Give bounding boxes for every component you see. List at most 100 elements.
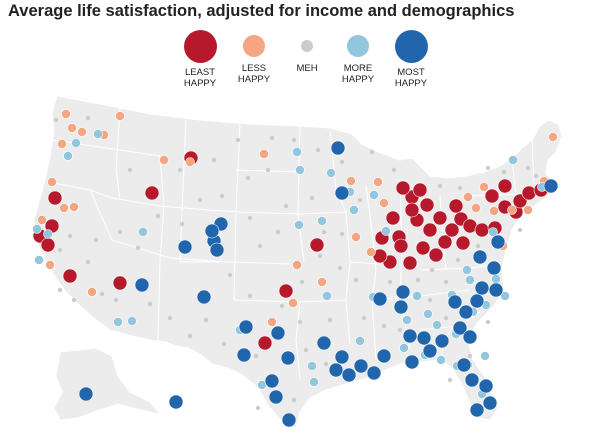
city-dot-most-happy [177,239,193,255]
city-dot-least-happy [309,237,325,253]
city-dot-most-happy [478,378,494,394]
city-dot-most-happy [238,319,254,335]
city-dot-meh [127,167,133,173]
city-dot-meh [467,353,473,359]
city-dot-less-happy [479,182,489,192]
city-dot-meh [257,243,263,249]
city-dot-most-happy [366,365,382,381]
city-dot-meh [187,333,193,339]
city-dot-least-happy [484,188,500,204]
city-dot-more-happy [355,336,365,346]
city-dot-least-happy [385,210,401,226]
city-dot-meh [93,237,99,243]
city-dot-more-happy [322,291,332,301]
city-dot-meh [297,319,303,325]
city-dot-meh [369,149,375,155]
city-dot-more-happy [294,220,304,230]
city-dot-least-happy [432,210,448,226]
legend-label-most-happy: MOST HAPPY [394,67,428,89]
city-dot-less-happy [292,260,302,270]
city-dot-more-happy [349,205,359,215]
city-dot-more-happy [465,275,475,285]
city-dot-most-happy [402,328,418,344]
city-dot-meh [427,297,433,303]
city-dot-less-happy [317,277,327,287]
city-dot-meh [339,231,345,237]
legend-item-more-happy: MORE HAPPY [326,30,390,85]
city-dot-meh [517,227,523,233]
city-dot-least-happy [412,182,428,198]
city-dot-most-happy [486,260,502,276]
city-dot-meh [337,265,343,271]
legend-label-less-happy: LESS HAPPY [237,63,271,85]
city-dot-meh [99,291,105,297]
state-border [180,261,291,265]
city-dot-least-happy [393,238,409,254]
city-dot-least-happy [112,275,128,291]
city-dot-meh [291,137,297,143]
legend-circle-less-happy [243,35,265,57]
legend-label-more-happy: MORE HAPPY [341,63,375,85]
city-dot-least-happy [474,222,490,238]
city-dot-meh [485,319,491,325]
city-dot-most-happy [134,277,150,293]
city-dot-meh [85,259,91,265]
city-dot-less-happy [288,298,298,308]
state-border [89,189,241,213]
city-dot-least-happy [47,190,63,206]
city-dot-less-happy [351,232,361,242]
city-dot-most-happy [264,373,280,389]
city-dot-more-happy [500,291,510,301]
city-dot-meh [357,197,363,203]
city-dot-meh [57,247,63,253]
city-dot-meh [447,377,453,383]
city-dot-more-happy [63,151,73,161]
city-dot-least-happy [62,268,78,284]
state-border [371,299,377,361]
city-dot-meh [525,165,531,171]
legend-circle-most-happy [394,30,428,63]
city-dots [32,109,559,428]
city-dot-most-happy [281,412,297,428]
city-dot-meh [85,115,91,121]
city-dot-more-happy [93,129,103,139]
state-border [345,299,351,345]
city-dot-meh [283,203,289,209]
city-dot-meh [381,323,387,329]
city-dot-least-happy [257,335,273,351]
city-dot-meh [321,229,327,235]
city-dot-meh [113,297,119,303]
city-dot-least-happy [422,222,438,238]
city-dot-least-happy [419,197,435,213]
city-dot-least-happy [428,247,444,263]
city-dot-meh [227,272,233,278]
city-dot-meh [361,315,367,321]
city-dot-meh [269,135,275,141]
legend-label-meh: MEH [296,63,318,74]
city-dot-meh [155,213,161,219]
city-dot-least-happy [144,185,160,201]
city-dot-less-happy [523,205,533,215]
city-dot-meh [279,303,285,309]
city-dot-most-happy [488,282,504,298]
city-dot-meh [443,315,449,321]
city-dot-less-happy [463,192,473,202]
city-dot-meh [299,279,305,285]
city-dot-most-happy [330,140,346,156]
city-dot-meh [501,169,507,175]
city-dot-most-happy [474,280,490,296]
city-dot-less-happy [77,127,87,137]
city-dot-least-happy [521,185,537,201]
city-dot-less-happy [507,205,517,215]
city-dot-less-happy [471,203,481,213]
city-dot-most-happy [270,325,286,341]
city-dot-meh [415,277,421,283]
city-dot-meh [253,353,259,359]
city-dot-more-happy [127,316,137,326]
city-dot-least-happy [448,198,464,214]
city-dot-meh [533,173,539,179]
city-dot-less-happy [366,247,376,257]
legend-item-meh: MEH [275,30,339,74]
legend-circle-meh [301,40,313,52]
